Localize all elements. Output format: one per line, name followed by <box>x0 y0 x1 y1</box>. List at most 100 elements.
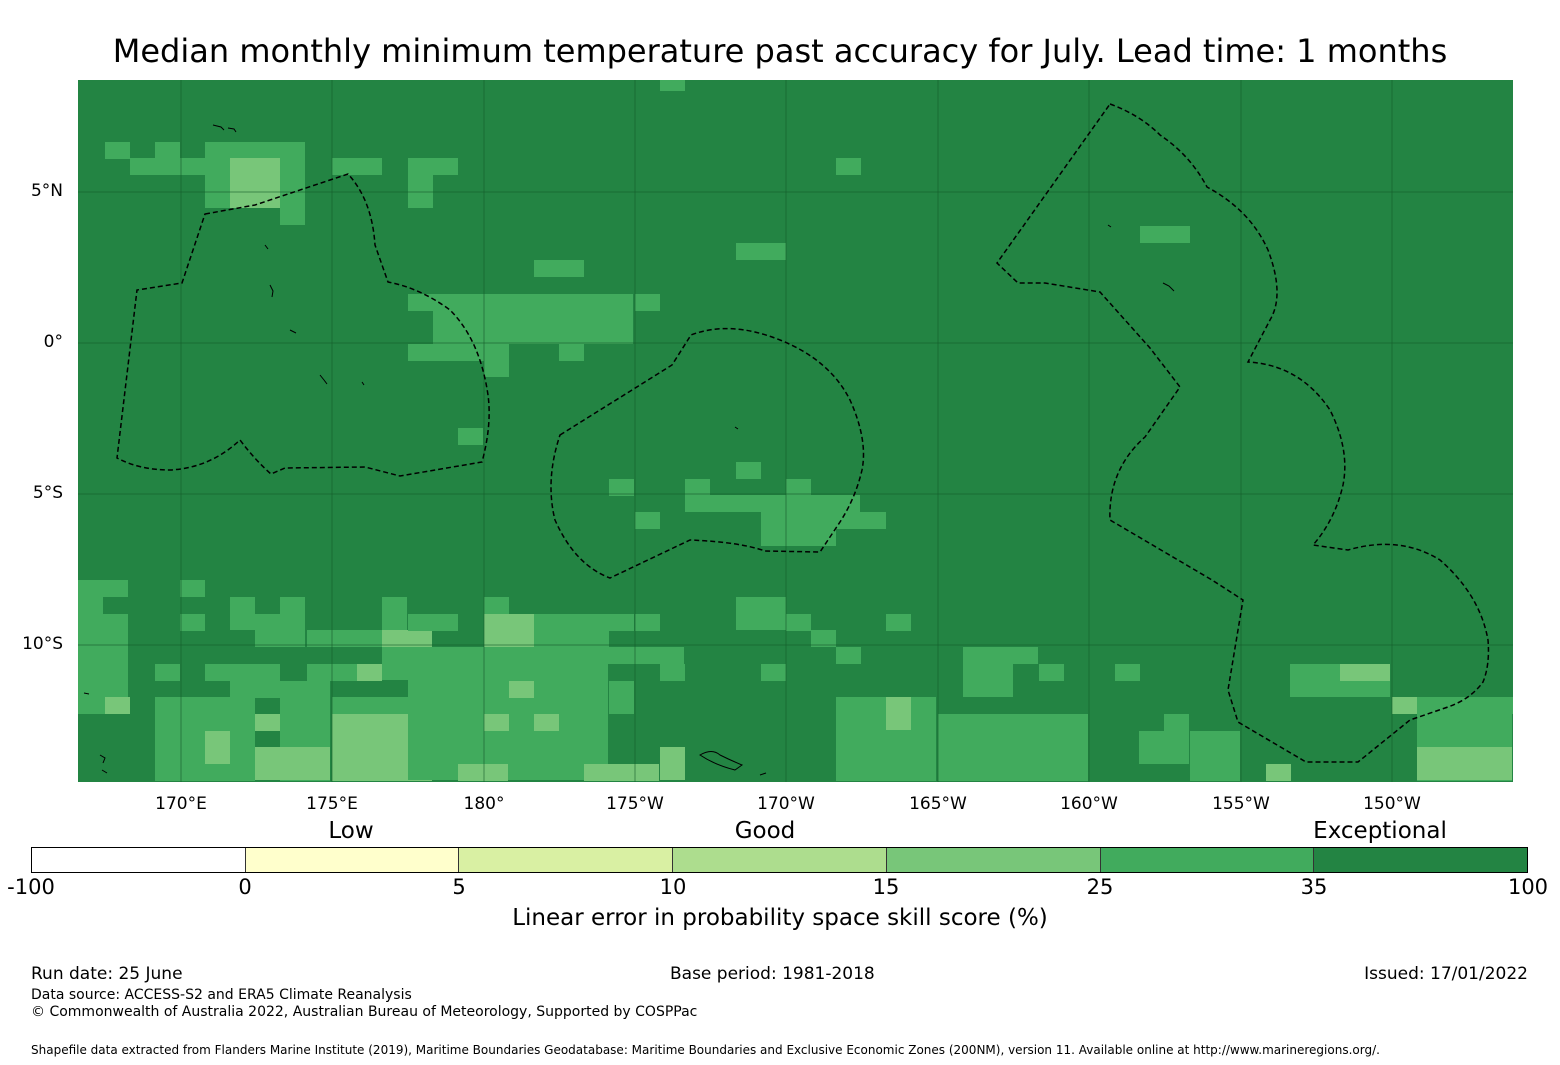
colorbar-tick-7: 100 <box>1507 875 1549 899</box>
colorbar-tick-1: 0 <box>238 875 252 899</box>
colorbar-tick-0: -100 <box>7 875 55 899</box>
score-cell <box>205 664 280 681</box>
score-cell <box>255 614 305 647</box>
lon-label-170w: 170°W <box>757 794 815 814</box>
score-cell <box>761 512 886 529</box>
eez-kiribati-gilbert <box>116 173 490 477</box>
legend-category-low: Low <box>328 818 374 844</box>
lat-label-0: 0° <box>43 332 63 352</box>
score-cell <box>205 142 305 159</box>
skill-score-map <box>78 80 1513 782</box>
score-cell <box>534 260 584 277</box>
colorbar-segment-5 <box>886 848 1101 872</box>
score-cell <box>1340 664 1390 681</box>
score-cell <box>180 614 205 631</box>
score-cell <box>382 630 432 647</box>
score-cell <box>963 647 1013 697</box>
score-cell <box>609 614 634 631</box>
score-cell <box>609 479 634 496</box>
colorbar-segment-1 <box>32 848 246 872</box>
lon-label-180: 180° <box>463 794 505 814</box>
island-j <box>734 426 739 430</box>
score-cell <box>408 294 433 311</box>
island-d <box>269 284 274 298</box>
score-cell <box>736 243 786 260</box>
island-k <box>99 754 106 764</box>
score-cell <box>357 664 382 681</box>
colorbar-segment-7 <box>1314 848 1528 872</box>
score-cell <box>484 597 509 614</box>
score-cell <box>685 479 710 512</box>
island-g <box>361 381 365 386</box>
base-period: Base period: 1981-2018 <box>670 964 875 984</box>
score-cell <box>811 630 836 647</box>
score-cell <box>180 580 205 597</box>
score-cell <box>484 714 509 731</box>
legend-category-good: Good <box>734 818 796 844</box>
score-cell <box>433 294 633 344</box>
score-cell <box>230 597 255 630</box>
legend-category-exceptional: Exceptional <box>1313 818 1447 844</box>
lon-label-150w: 150°W <box>1363 794 1421 814</box>
island-h <box>1162 282 1175 292</box>
lon-label-160w: 160°W <box>1060 794 1118 814</box>
lon-label-170e: 170°E <box>155 794 207 814</box>
score-cell <box>660 747 685 780</box>
score-cell <box>280 597 305 614</box>
colorbar-tick-5: 25 <box>1086 875 1114 899</box>
score-cell <box>635 294 660 311</box>
lon-label-175e: 175°E <box>306 794 358 814</box>
island-f <box>319 374 328 385</box>
colorbar-segment-3 <box>459 848 674 872</box>
score-cell <box>1266 764 1291 781</box>
colorbar-title: Linear error in probability space skill … <box>512 905 1048 931</box>
score-cell <box>1139 731 1189 764</box>
score-cell <box>635 614 660 631</box>
colorbar <box>31 847 1528 873</box>
run-date: Run date: 25 June <box>31 964 183 984</box>
score-cell <box>230 158 280 208</box>
score-cell <box>786 479 811 496</box>
lon-label-165w: 165°W <box>909 794 967 814</box>
score-cell <box>105 697 130 714</box>
score-cell <box>1417 747 1512 780</box>
eez-boundaries <box>116 103 1490 763</box>
score-cell <box>660 664 685 681</box>
score-cell <box>761 529 836 546</box>
score-cell <box>78 614 128 664</box>
score-cell <box>484 344 509 377</box>
colorbar-segment-2 <box>245 848 460 872</box>
score-cell <box>938 714 1088 781</box>
colorbar-tick-2: 5 <box>452 875 466 899</box>
score-cell <box>458 428 483 445</box>
island-c <box>264 244 269 250</box>
eez-tokelau <box>550 327 865 579</box>
coastlines <box>83 124 1175 776</box>
score-cell <box>559 344 584 361</box>
score-cell <box>1013 647 1038 664</box>
lon-label-155w: 155°W <box>1212 794 1270 814</box>
score-cell <box>408 158 458 175</box>
island-i <box>1107 224 1112 228</box>
score-cell <box>155 142 180 159</box>
score-cell <box>886 697 911 730</box>
score-cell <box>609 681 634 714</box>
issued-date: Issued: 17/01/2022 <box>1364 964 1528 984</box>
score-cell <box>786 614 811 631</box>
chart-title: Median monthly minimum temperature past … <box>112 32 1448 70</box>
score-cell <box>886 614 911 631</box>
score-cell <box>761 664 786 681</box>
score-cell <box>710 495 860 512</box>
island-e <box>289 329 297 334</box>
score-cell <box>484 614 534 647</box>
island-samoa <box>699 751 744 771</box>
score-cell <box>78 580 128 597</box>
eez-line-islands <box>996 103 1490 763</box>
score-cell <box>1392 697 1417 714</box>
colorbar-tick-6: 35 <box>1300 875 1328 899</box>
score-cell <box>534 714 559 731</box>
colorbar-tick-4: 15 <box>872 875 900 899</box>
copyright: © Commonwealth of Australia 2022, Austra… <box>31 1004 698 1020</box>
colorbar-segment-6 <box>1100 848 1315 872</box>
score-cell <box>382 597 407 630</box>
